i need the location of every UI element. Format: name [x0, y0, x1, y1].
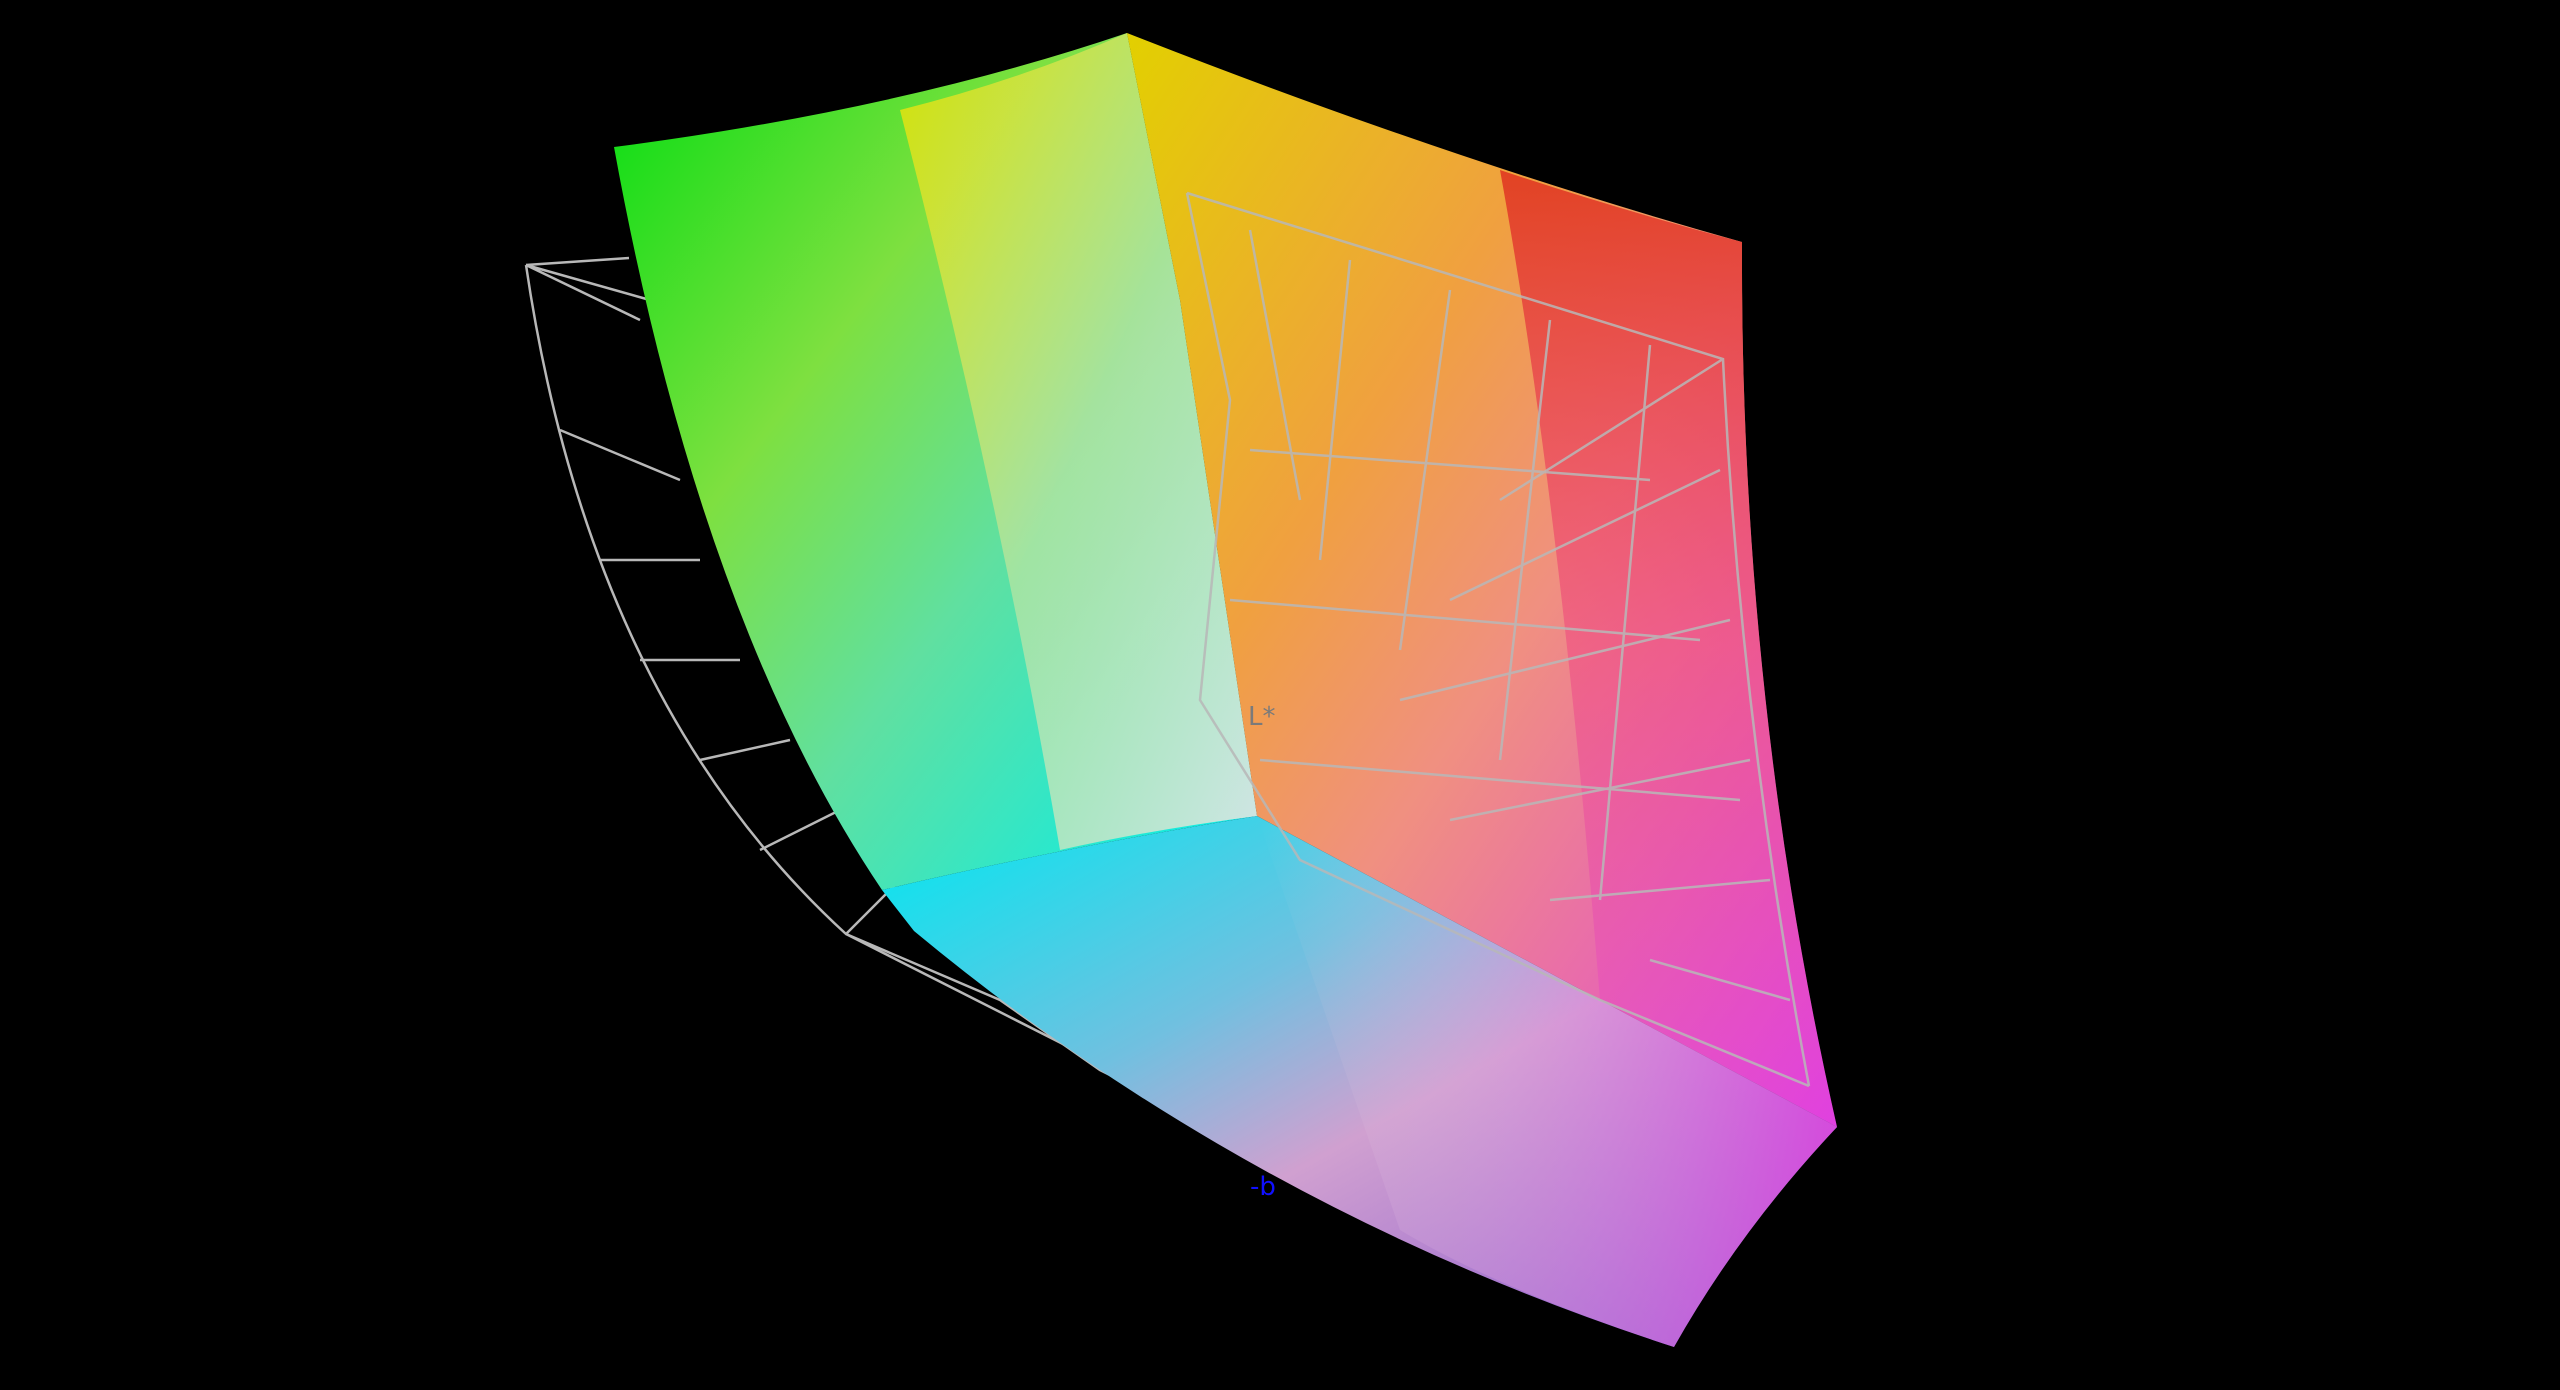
- gamut-face-highlight: [900, 33, 1257, 850]
- minus-b-axis-label: -b: [1250, 1172, 1276, 1202]
- gamut-face-red-edge: [1500, 170, 1837, 1127]
- l-star-axis-label: L*: [1248, 702, 1276, 732]
- measured-gamut-wireframe: [1185, 191, 1811, 1088]
- gamut-face-magenta-edge: [1257, 816, 1837, 1347]
